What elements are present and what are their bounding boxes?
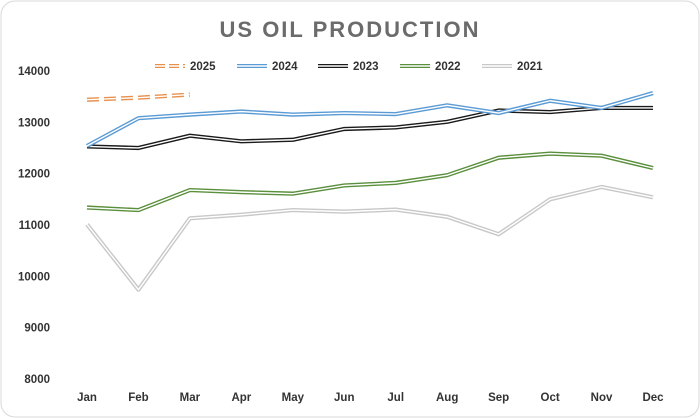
legend-label: 2022 xyxy=(435,61,461,73)
series-line-highlight xyxy=(86,93,190,101)
chart-title: US OIL PRODUCTION xyxy=(220,17,481,42)
legend-label: 2024 xyxy=(272,61,298,73)
series-line-highlight xyxy=(86,92,654,147)
x-tick-label: Jul xyxy=(387,392,404,404)
legend-label: 2023 xyxy=(353,61,379,73)
y-tick-label: 12000 xyxy=(18,169,50,181)
x-tick-label: Apr xyxy=(231,392,251,404)
y-tick-label: 11000 xyxy=(19,220,50,232)
legend-label: 2025 xyxy=(190,61,216,73)
x-tick-label: Sep xyxy=(488,392,509,404)
legend-label: 2021 xyxy=(517,61,543,73)
x-tick-label: Mar xyxy=(180,392,201,404)
series-line-highlight xyxy=(86,152,654,211)
x-tick-label: Feb xyxy=(128,392,148,404)
x-tick-label: Oct xyxy=(541,392,560,404)
x-tick-label: Jun xyxy=(334,392,354,404)
x-tick-label: Nov xyxy=(591,392,613,404)
x-tick-label: Jan xyxy=(77,392,97,404)
series-line-highlight xyxy=(86,186,654,291)
y-tick-label: 8000 xyxy=(24,374,50,386)
y-tick-label: 13000 xyxy=(18,117,50,129)
x-tick-label: Aug xyxy=(436,392,458,404)
y-tick-label: 14000 xyxy=(18,66,50,78)
x-tick-label: May xyxy=(282,392,305,404)
y-tick-label: 10000 xyxy=(18,271,50,283)
y-tick-label: 9000 xyxy=(24,323,50,335)
series-line-highlight xyxy=(86,107,653,149)
x-tick-label: Dec xyxy=(642,392,664,404)
